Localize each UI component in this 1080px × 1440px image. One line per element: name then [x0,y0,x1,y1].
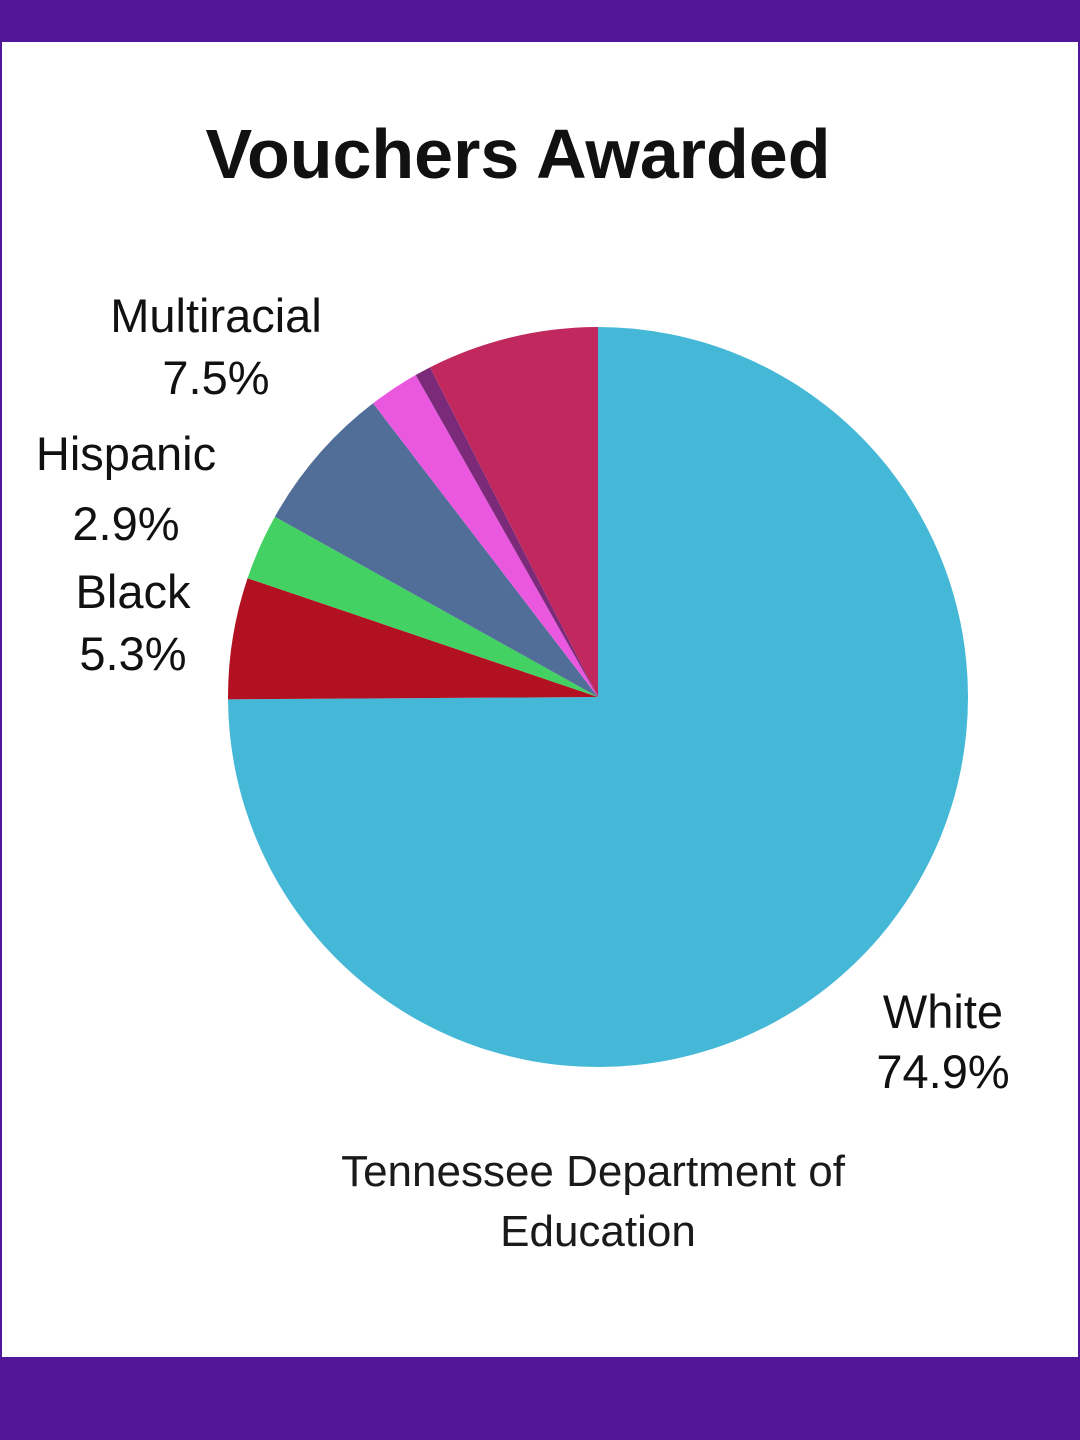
pie-slice-black [228,578,598,700]
source-credit-line1: Tennessee Department of [341,1147,846,1196]
top-frame-bar [0,0,1080,42]
pie-slice-unlabeled-slate [274,403,598,697]
label-multiracial-pct: 7.5% [162,351,269,404]
pie-chart: Vouchers Awarded Multiracial 7.5% Hispan… [36,115,1010,1256]
bottom-frame-bar [0,1357,1080,1440]
pie-slice-multiracial [430,327,598,697]
label-white-name: White [883,985,1003,1038]
pie-slice-hispanic [247,516,598,697]
label-multiracial-name: Multiracial [110,289,322,342]
right-frame-edge [1078,42,1080,1357]
label-black-pct: 5.3% [79,627,186,680]
pie-slice-white [228,326,969,1067]
pie-slices [228,326,969,1067]
source-credit-line2: Education [500,1207,696,1256]
pie-slice-unlabeled-purple [415,367,598,697]
left-frame-edge [0,42,2,1357]
pie-slice-unlabeled-magenta [373,375,598,697]
label-hispanic-pct: 2.9% [72,497,179,550]
label-black-name: Black [76,565,191,618]
chart-title: Vouchers Awarded [205,115,830,193]
label-white-pct: 74.9% [876,1045,1009,1098]
label-hispanic-name: Hispanic [36,427,216,480]
